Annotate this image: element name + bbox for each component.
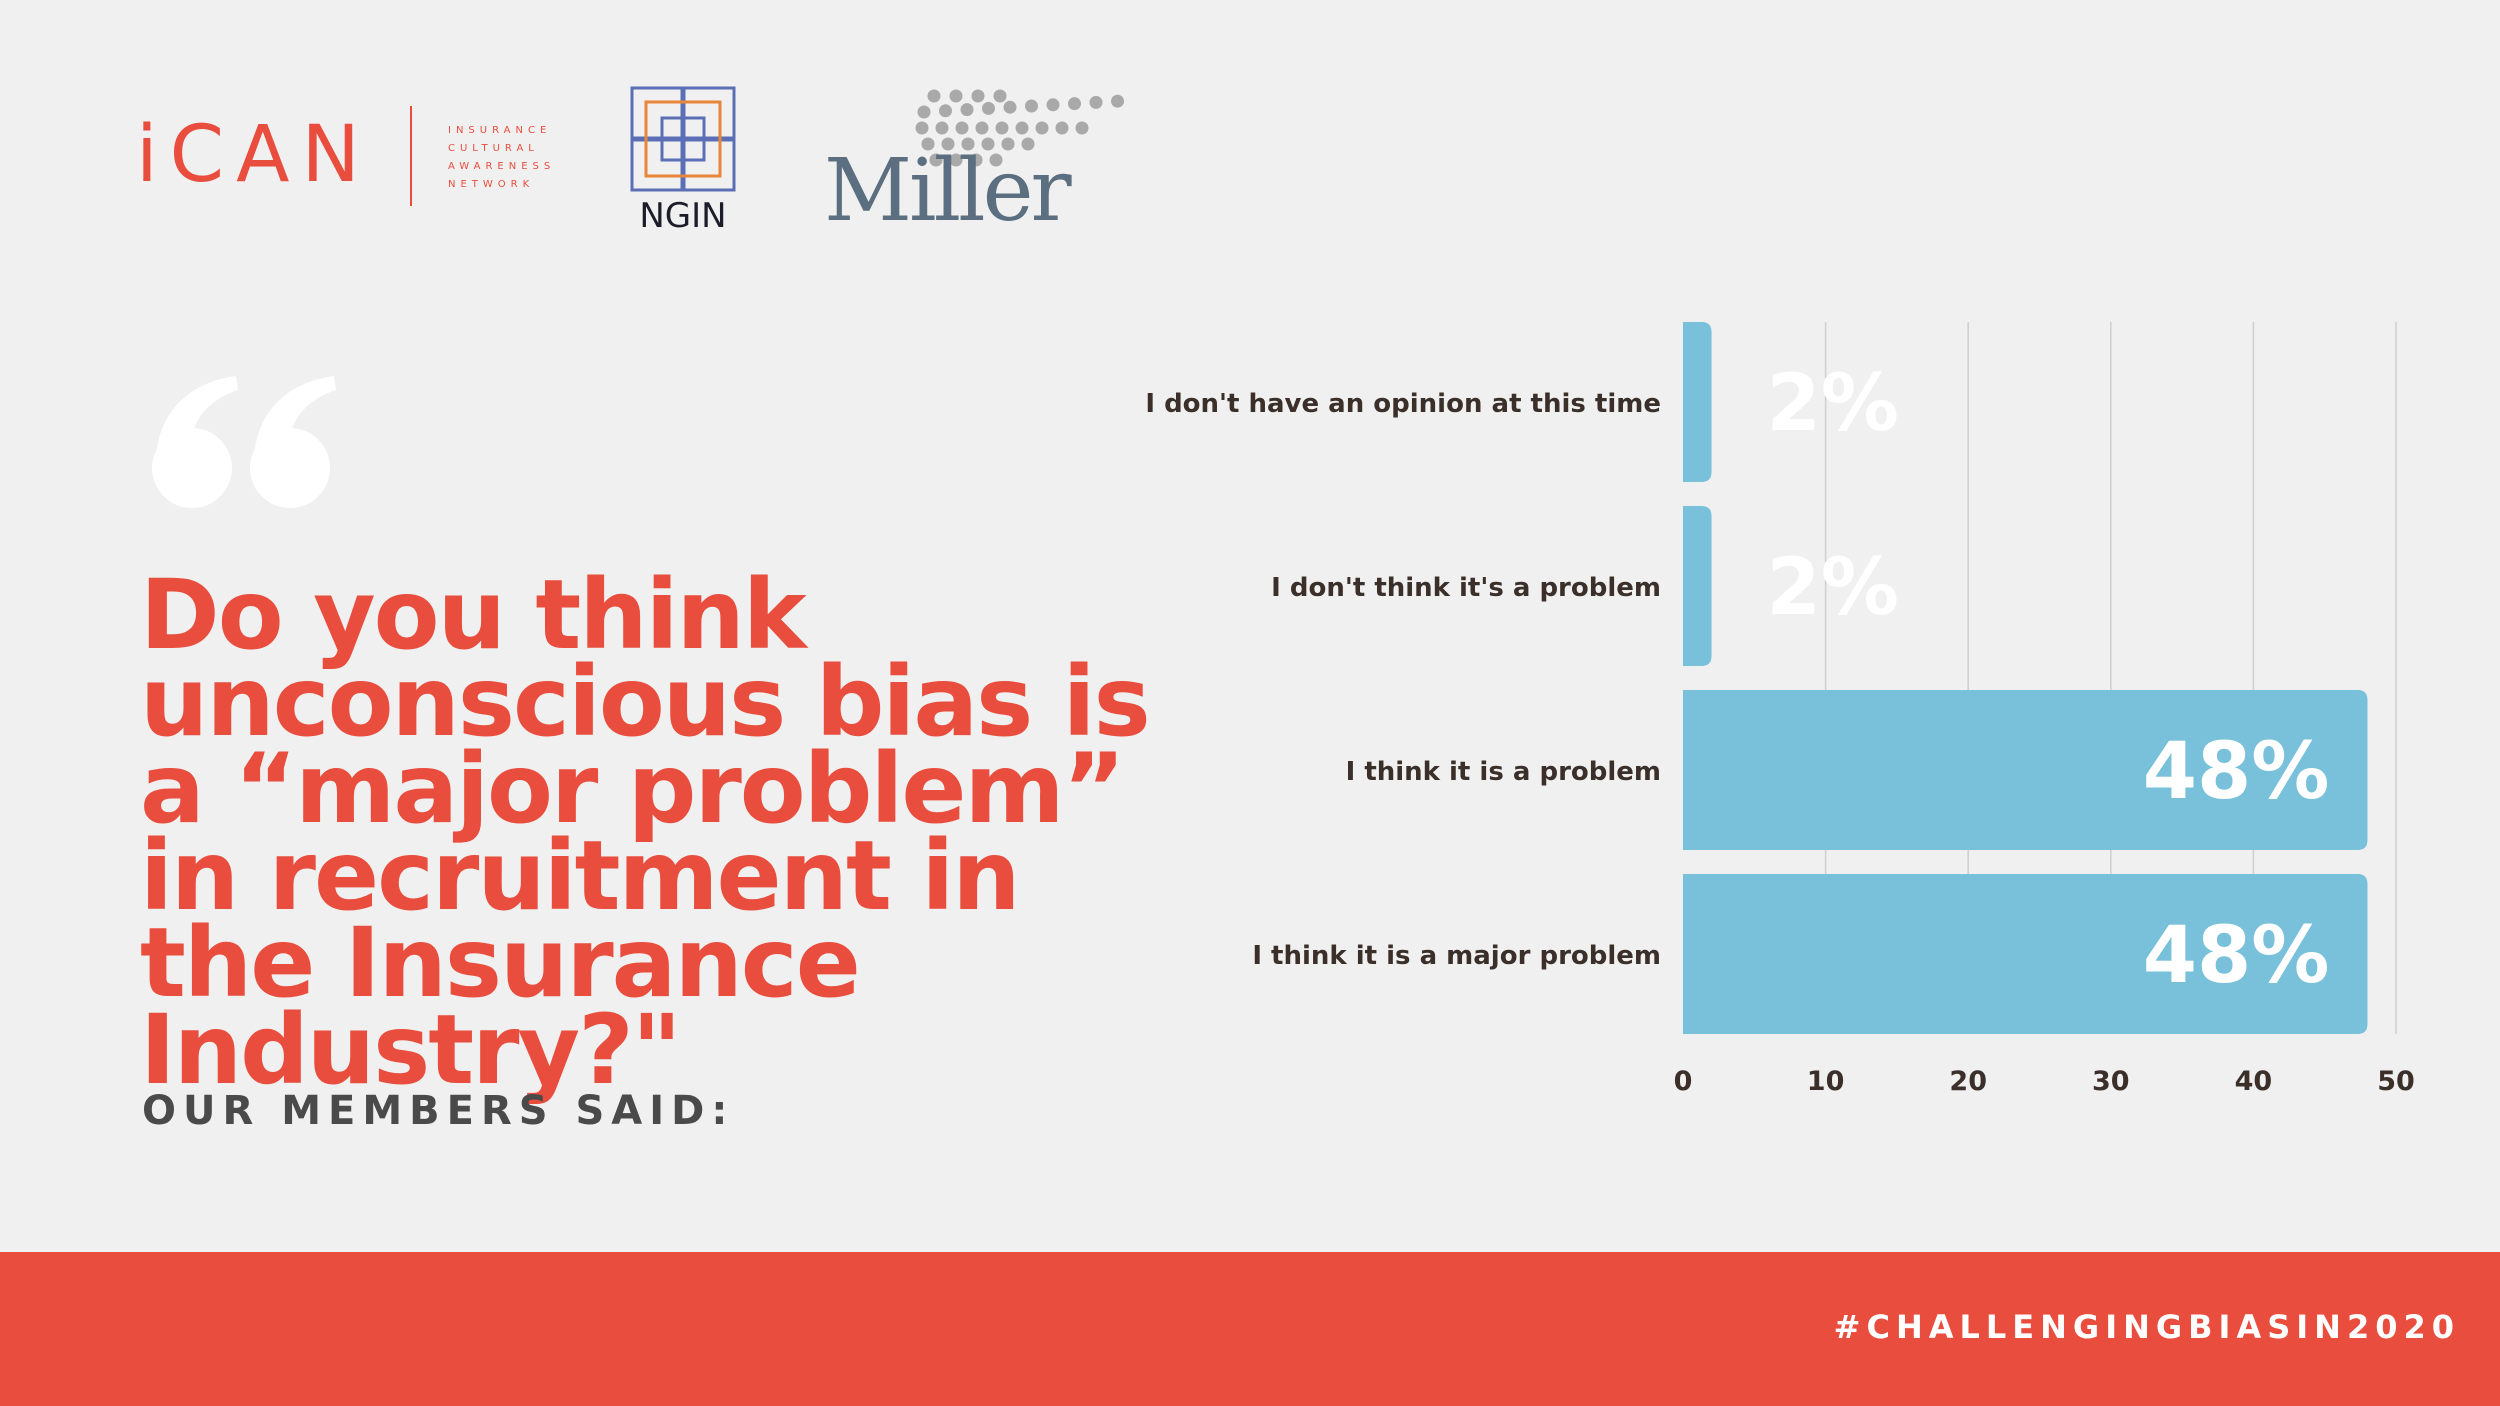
ican-logo-word: iCAN	[136, 110, 372, 200]
category-label: I don't have an opinion at this time	[1145, 389, 1661, 419]
miller-dot	[1089, 95, 1103, 109]
miller-dot	[960, 103, 974, 117]
ican-subtitle-line: AWARENESS	[448, 161, 556, 172]
miller-dot	[1111, 94, 1124, 108]
miller-dot	[995, 121, 1009, 135]
survey-question: Do you think unconscious bias is a “majo…	[140, 559, 1151, 1106]
miller-logo-word: Miller	[824, 141, 1072, 241]
footer-hashtag: #CHALLENGINGBIASIN2020	[1833, 1308, 2460, 1346]
miller-dot	[915, 121, 929, 135]
response-chart-svg: I don't have an opinion at this time 2% I …	[1145, 322, 2415, 1097]
ngin-logo-word: NGIN	[639, 196, 727, 236]
miller-dot	[969, 153, 983, 167]
miller-dot	[935, 121, 949, 135]
x-tick-label: 20	[1949, 1066, 1987, 1097]
ican-logo-divider	[410, 106, 412, 206]
miller-dot	[939, 104, 952, 118]
category-label: I think it is a problem	[1346, 757, 1661, 787]
miller-logo: Miller	[824, 84, 1164, 241]
miller-dot	[982, 101, 995, 115]
ngin-logo: NGIN	[628, 84, 738, 236]
miller-logo-dots	[915, 89, 1124, 167]
logo-bar: iCAN INSURANCE CULTURAL AWARENESS NETWOR…	[0, 0, 1200, 260]
miller-dot	[929, 153, 943, 167]
ican-logo-subtitle: INSURANCE CULTURAL AWARENESS NETWORK	[448, 122, 588, 194]
footer-band: #CHALLENGINGBIASIN2020	[0, 1252, 2500, 1406]
bar	[1683, 322, 1712, 482]
x-tick-label: 50	[2377, 1066, 2415, 1097]
miller-dot	[941, 137, 955, 151]
miller-dot	[1001, 137, 1015, 151]
miller-dot	[975, 121, 989, 135]
x-tick-label: 0	[1674, 1066, 1693, 1097]
miller-dot	[993, 89, 1007, 103]
category-label: I don't think it's a problem	[1271, 573, 1661, 603]
miller-dot	[1021, 137, 1035, 151]
data-label: 2%	[1767, 359, 1899, 449]
miller-dot	[917, 105, 931, 119]
miller-dot	[981, 137, 995, 151]
miller-dot	[927, 89, 941, 103]
miller-dot	[1055, 121, 1069, 135]
quote-mark-icon	[152, 376, 336, 508]
miller-dot	[949, 89, 963, 103]
miller-dot	[989, 153, 1003, 167]
ican-subtitle-line: CULTURAL	[448, 143, 539, 154]
miller-dot	[1068, 97, 1081, 111]
ngin-logo-mark	[630, 86, 736, 192]
data-label: 48%	[2143, 727, 2330, 817]
x-tick-label: 40	[2235, 1066, 2273, 1097]
x-tick-label: 30	[2092, 1066, 2130, 1097]
miller-dot	[1075, 121, 1089, 135]
x-tick-label: 10	[1807, 1066, 1845, 1097]
category-label: I think it is a major problem	[1252, 941, 1661, 971]
bar	[1683, 874, 2368, 1034]
miller-dot	[961, 137, 975, 151]
ican-subtitle-line: NETWORK	[448, 179, 535, 190]
miller-dot	[1015, 121, 1029, 135]
response-chart: I don't have an opinion at this time 2% I …	[1100, 300, 2480, 1100]
bar	[1683, 506, 1712, 666]
miller-dot	[949, 153, 963, 167]
miller-dot	[1003, 100, 1017, 114]
data-label: 2%	[1767, 543, 1899, 633]
miller-dot	[1025, 99, 1038, 113]
ican-subtitle-line: INSURANCE	[448, 125, 552, 136]
miller-dot	[955, 121, 969, 135]
data-label: 48%	[2143, 911, 2330, 1001]
miller-dot	[971, 89, 985, 103]
miller-dot	[921, 137, 935, 151]
miller-dot	[1046, 98, 1060, 112]
miller-dot	[1035, 121, 1049, 135]
members-said-label: OUR MEMBERS SAID:	[142, 1088, 735, 1134]
bar	[1683, 690, 2368, 850]
